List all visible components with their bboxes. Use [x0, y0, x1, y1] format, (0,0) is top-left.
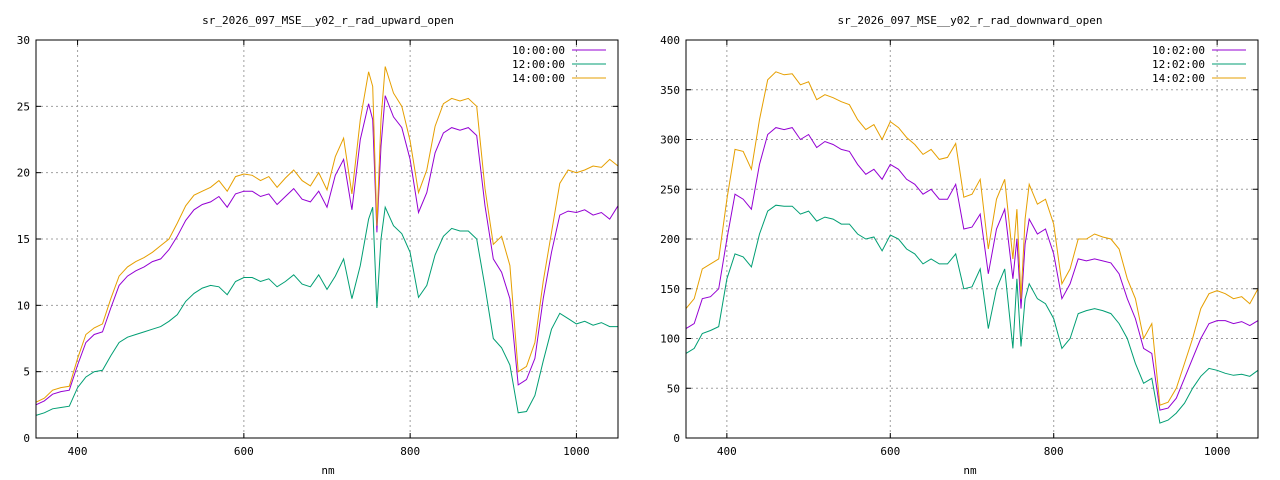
y-tick-label: 30	[17, 34, 30, 47]
plot-frame	[685, 39, 1259, 439]
chart-upward-radiance: sr_2026_097_MSE__y02_r_rad_upward_open n…	[17, 14, 619, 477]
ticks: 400 600 800 1000 0 5 10 15 20 25 30	[17, 34, 618, 458]
x-tick-label: 400	[68, 445, 88, 458]
y-tick-label: 5	[23, 366, 30, 379]
y-tick-label: 0	[673, 432, 680, 445]
plot-frame	[35, 39, 619, 439]
series-line	[35, 66, 619, 403]
y-tick-label: 350	[660, 84, 680, 97]
x-tick-label: 400	[717, 445, 737, 458]
series-line	[685, 71, 1259, 406]
x-tick-label: 1000	[1204, 445, 1231, 458]
series-line	[35, 205, 618, 416]
grid	[36, 40, 618, 438]
series-lines	[35, 66, 619, 416]
legend-label: 12:00:00	[512, 58, 565, 71]
x-tick-label: 600	[880, 445, 900, 458]
series-line	[685, 127, 1259, 411]
y-tick-label: 20	[17, 167, 30, 180]
ticks: 400 600 800 1000 0 50 100 150 200 250 300 350 400	[660, 34, 1258, 458]
legend-label: 14:00:00	[512, 72, 565, 85]
chart-title: sr_2026_097_MSE__y02_r_rad_upward_open	[202, 14, 454, 27]
y-tick-label: 100	[660, 333, 680, 346]
x-tick-label: 800	[1044, 445, 1064, 458]
series-lines	[685, 71, 1259, 424]
y-tick-label: 15	[17, 233, 30, 246]
legend-label: 10:00:00	[512, 44, 565, 57]
y-tick-label: 50	[667, 382, 680, 395]
legend-label: 10:02:00	[1152, 44, 1205, 57]
legend-label: 12:02:00	[1152, 58, 1205, 71]
x-tick-label: 1000	[563, 445, 590, 458]
y-tick-label: 10	[17, 299, 30, 312]
y-tick-label: 250	[660, 183, 680, 196]
x-tick-label: 800	[400, 445, 420, 458]
y-tick-label: 200	[660, 233, 680, 246]
x-axis-label: nm	[321, 464, 335, 477]
legend-label: 14:02:00	[1152, 72, 1205, 85]
x-axis-label: nm	[963, 464, 977, 477]
x-tick-label: 600	[234, 445, 254, 458]
y-tick-label: 300	[660, 134, 680, 147]
series-line	[685, 204, 1259, 424]
chart-title: sr_2026_097_MSE__y02_r_rad_downward_open	[838, 14, 1103, 27]
chart-downward-radiance: sr_2026_097_MSE__y02_r_rad_downward_open…	[660, 14, 1259, 477]
grid	[686, 40, 1258, 438]
series-line	[35, 95, 619, 406]
y-tick-label: 400	[660, 34, 680, 47]
y-tick-label: 150	[660, 283, 680, 296]
y-tick-label: 0	[23, 432, 30, 445]
y-tick-label: 25	[17, 100, 30, 113]
